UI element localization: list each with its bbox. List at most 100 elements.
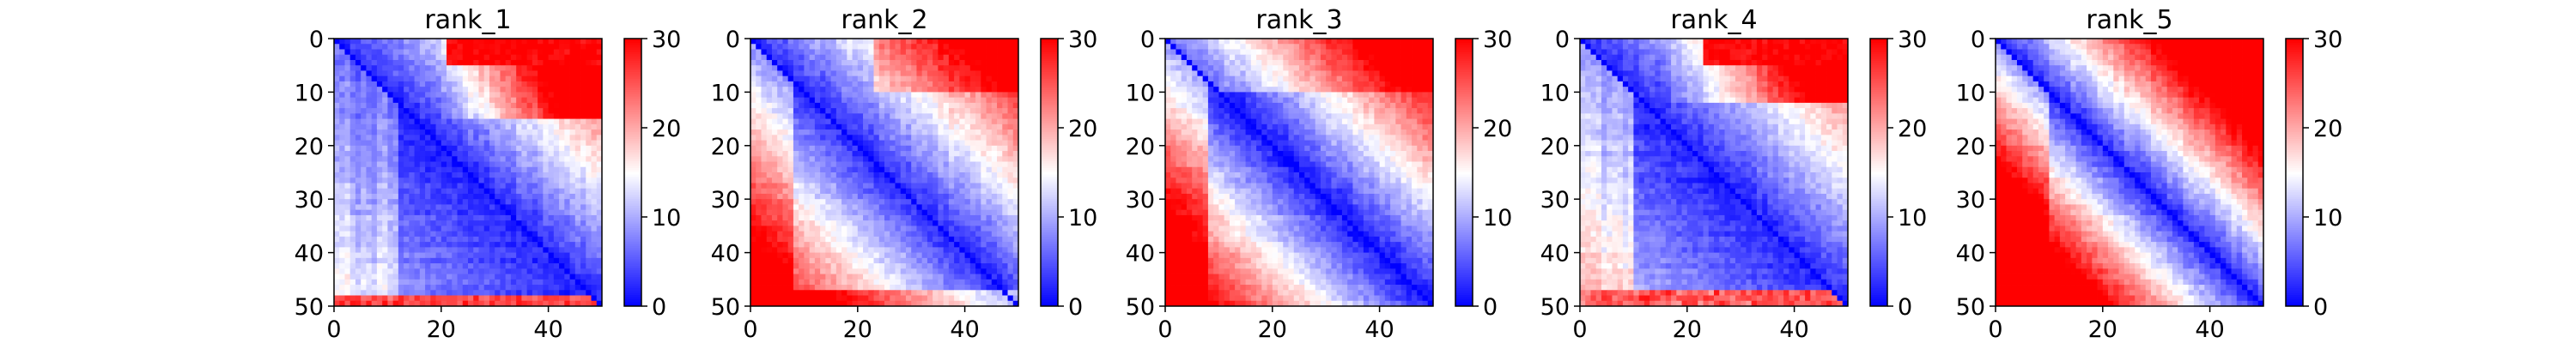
heatmap-cell xyxy=(532,193,538,200)
heatmap-cell xyxy=(596,87,603,93)
heatmap-cell xyxy=(814,151,821,157)
heatmap-cell xyxy=(366,209,373,216)
heatmap-cell xyxy=(868,97,874,104)
heatmap-cell xyxy=(830,172,837,178)
heatmap-cell xyxy=(820,108,826,114)
heatmap-cell xyxy=(943,247,950,253)
heatmap-cell xyxy=(948,129,955,135)
heatmap-cell xyxy=(355,81,361,87)
heatmap-cell xyxy=(911,161,917,168)
heatmap-cell xyxy=(793,97,799,104)
heatmap-cell xyxy=(911,204,917,211)
heatmap-cell xyxy=(430,59,436,66)
heatmap-cell xyxy=(787,44,794,50)
heatmap-cell xyxy=(825,199,831,205)
heatmap-cell xyxy=(489,87,495,93)
heatmap-cell xyxy=(873,70,880,77)
heatmap-cell xyxy=(344,118,351,125)
heatmap-cell xyxy=(804,108,811,114)
heatmap-cell xyxy=(569,285,576,291)
heatmap-cell xyxy=(564,87,570,93)
heatmap-cell xyxy=(569,39,576,45)
heatmap-cell xyxy=(895,70,902,77)
heatmap-cell xyxy=(804,247,811,253)
heatmap-cell xyxy=(1002,140,1008,147)
heatmap-cell xyxy=(339,49,345,56)
heatmap-cell xyxy=(382,268,388,274)
heatmap-cell xyxy=(404,290,410,296)
heatmap-cell xyxy=(756,135,762,141)
heatmap-cell xyxy=(510,39,517,45)
heatmap-cell xyxy=(761,220,768,226)
heatmap-cell xyxy=(414,252,421,259)
heatmap-cell xyxy=(895,87,902,93)
heatmap-cell xyxy=(344,172,351,178)
heatmap-cell xyxy=(580,102,586,109)
heatmap-cell xyxy=(361,247,367,253)
heatmap-cell xyxy=(596,209,603,216)
heatmap-cell xyxy=(500,97,507,104)
heatmap-cell xyxy=(483,279,490,286)
heatmap-cell xyxy=(462,188,469,195)
heatmap-cell xyxy=(409,44,415,50)
heatmap-cell xyxy=(948,166,955,173)
heatmap-cell xyxy=(452,220,458,226)
heatmap-cell xyxy=(799,151,805,157)
heatmap-cell xyxy=(1002,193,1008,200)
heatmap-cell xyxy=(355,166,361,173)
heatmap-cell xyxy=(766,102,773,109)
heatmap-cell xyxy=(564,257,570,264)
heatmap-cell xyxy=(959,193,965,200)
heatmap-cell xyxy=(793,54,799,61)
heatmap-cell xyxy=(543,188,549,195)
heatmap-cell xyxy=(916,166,923,173)
heatmap-cell xyxy=(943,97,950,104)
heatmap-cell xyxy=(349,183,356,190)
heatmap-cell xyxy=(462,44,469,50)
heatmap-cell xyxy=(414,263,421,269)
heatmap-cell xyxy=(526,44,533,50)
heatmap-cell xyxy=(586,268,592,274)
heatmap-cell xyxy=(339,236,345,243)
heatmap-cell xyxy=(462,39,469,45)
heatmap-cell xyxy=(371,123,378,130)
heatmap-cell xyxy=(516,204,522,211)
heatmap-cell xyxy=(569,81,576,87)
heatmap-cell xyxy=(591,199,598,205)
heatmap-cell xyxy=(516,49,522,56)
heatmap-cell xyxy=(943,161,950,168)
heatmap-cell xyxy=(873,209,880,216)
heatmap-cell xyxy=(948,214,955,221)
heatmap-cell xyxy=(543,183,549,190)
heatmap-cell xyxy=(948,204,955,211)
heatmap-cell xyxy=(863,113,869,119)
heatmap-cell xyxy=(750,178,756,184)
heatmap-cell xyxy=(404,145,410,152)
heatmap-cell xyxy=(799,145,805,152)
heatmap-cell xyxy=(361,75,367,82)
heatmap-cell xyxy=(782,113,789,119)
heatmap-cell xyxy=(516,39,522,45)
heatmap-cell xyxy=(569,257,576,264)
heatmap-cell xyxy=(425,44,431,50)
heatmap-cell xyxy=(371,295,378,302)
heatmap-cell xyxy=(793,220,799,226)
heatmap-cell xyxy=(495,145,501,152)
heatmap-cell xyxy=(457,172,464,178)
colorbar-segment xyxy=(624,114,641,117)
heatmap-cell xyxy=(991,49,998,56)
heatmap-cell xyxy=(927,236,933,243)
heatmap-cell xyxy=(895,183,902,190)
heatmap-cell xyxy=(997,242,1003,248)
heatmap-cell xyxy=(847,113,853,119)
heatmap-cell xyxy=(959,75,965,82)
heatmap-cell xyxy=(890,102,896,109)
heatmap-cell xyxy=(478,214,485,221)
heatmap-cell xyxy=(766,129,773,135)
heatmap-cell xyxy=(569,156,576,162)
heatmap-cell xyxy=(339,54,345,61)
heatmap-cell xyxy=(868,123,874,130)
heatmap-cell xyxy=(526,257,533,264)
heatmap-cell xyxy=(339,247,345,253)
heatmap-cell xyxy=(820,70,826,77)
